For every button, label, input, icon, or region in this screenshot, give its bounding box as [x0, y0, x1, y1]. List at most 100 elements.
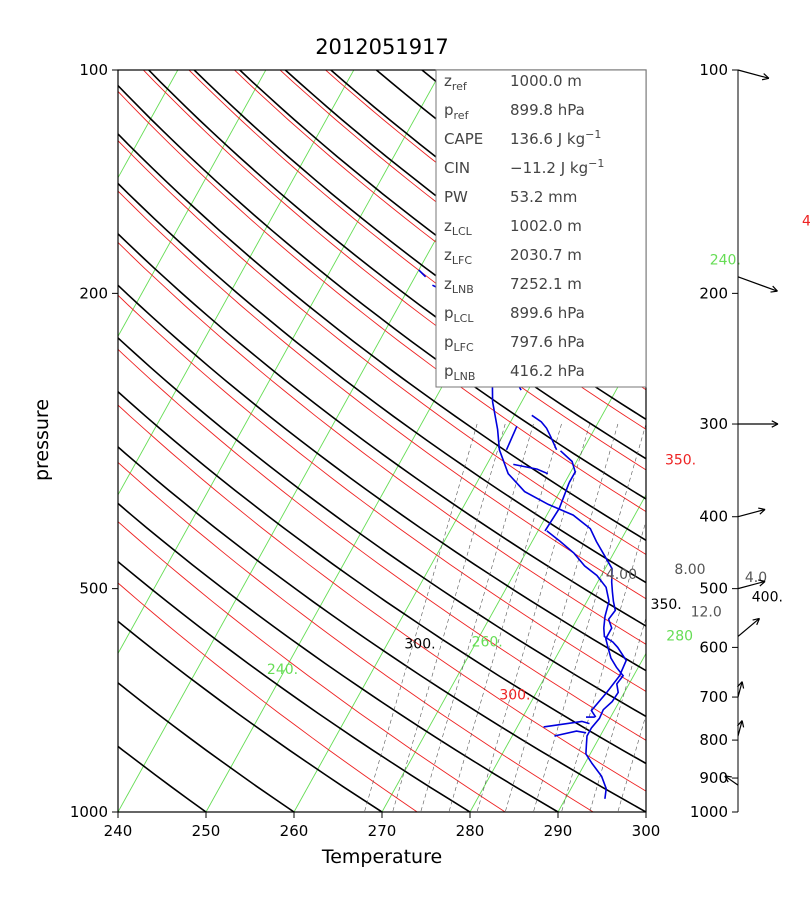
contour-label: 300. [404, 636, 435, 652]
wind-tick-label: 1000 [690, 803, 728, 821]
dry-adiabat [118, 560, 471, 812]
contour-label: 4.00 [606, 567, 637, 583]
isotherm [118, 70, 179, 179]
wind-arrowhead [752, 617, 760, 621]
chart-title: 2012051917 [315, 35, 449, 59]
mixing-ratio-line [533, 423, 646, 812]
wind-arrowhead [737, 681, 743, 688]
isotherm [381, 335, 646, 812]
dewpoint-profile-segment [531, 414, 558, 451]
info-value: 2030.7 m [510, 246, 582, 264]
info-value: 7252.1 m [510, 275, 582, 293]
wind-arrowhead [761, 77, 770, 81]
mixing-ratio-line [364, 423, 478, 812]
mixing-ratio-line [448, 423, 562, 812]
wind-arrowhead [770, 290, 778, 293]
wind-arrowhead [737, 720, 743, 727]
dewpoint-profile-segment [554, 730, 587, 737]
info-value: 1002.0 m [510, 217, 582, 235]
info-value: 797.6 hPa [510, 333, 585, 351]
wind-tick-label: 500 [699, 580, 728, 598]
info-value: 416.2 hPa [510, 362, 585, 380]
mixing-ratio-line [420, 423, 534, 812]
y-axis-label: pressure [31, 399, 53, 481]
moist-adiabat [118, 241, 646, 645]
x-tick-label: 240 [104, 822, 133, 840]
moist-adiabat [188, 70, 646, 430]
info-row: CAPE [444, 130, 483, 148]
contour-label: 400. [752, 589, 783, 605]
y-tick-label: 200 [79, 284, 108, 302]
contour-label: 400. [802, 213, 810, 229]
dewpoint-profile-segment [513, 463, 549, 475]
isotherm [645, 811, 646, 812]
dry-adiabat [118, 284, 646, 672]
isotherm [118, 70, 443, 655]
dry-adiabat [118, 182, 646, 584]
dewpoint-profile-segment [559, 450, 577, 484]
dry-adiabat [118, 132, 646, 542]
isotherm [734, 70, 810, 812]
wind-tick-label: 900 [699, 769, 728, 787]
info-row: pLFC [444, 333, 474, 354]
info-row: zLNB [444, 275, 474, 296]
wind-tick-label: 300 [699, 415, 728, 433]
info-row: CIN [444, 159, 470, 177]
wind-arrow [737, 580, 766, 590]
y-tick-label: 1000 [70, 803, 108, 821]
contour-label: 260. [472, 634, 503, 650]
x-tick-label: 290 [544, 822, 573, 840]
wind-tick-label: 800 [699, 731, 728, 749]
dry-adiabat [118, 502, 559, 812]
contour-label: 280 [666, 628, 693, 644]
moist-adiabat [118, 190, 646, 600]
mixing-ratio-line [617, 713, 646, 812]
dry-adiabat [118, 336, 646, 718]
isotherm [557, 652, 646, 812]
wind-arrow [737, 276, 778, 292]
x-tick-label: 260 [280, 822, 309, 840]
y-tick-label: 500 [79, 580, 108, 598]
dry-adiabat [118, 445, 646, 812]
moist-adiabat [118, 294, 646, 692]
wind-arrowhead [763, 73, 770, 79]
dewpoint-profile-segment [590, 627, 628, 718]
moist-adiabat [143, 70, 646, 471]
dewpoint-profile-segment [543, 720, 590, 728]
info-box: zref 1000.0 m pref 899.8 hPa CAPE 136.6 J kg−… [435, 69, 647, 388]
wind-arrow [737, 618, 760, 637]
moist-adiabat [118, 461, 594, 812]
dry-adiabat [118, 681, 295, 812]
info-row: pLNB [444, 362, 475, 383]
dry-adiabat [118, 390, 646, 765]
info-row: pLCL [444, 304, 474, 325]
contour-label: 350. [651, 597, 682, 613]
wind-tick-label: 400 [699, 508, 728, 526]
wind-arrowhead [771, 420, 779, 425]
moist-adiabat [118, 348, 646, 741]
contour-label: 12.0 [691, 604, 722, 620]
x-tick-label: 280 [456, 822, 485, 840]
info-value: 53.2 mm [510, 188, 577, 206]
axes: 240 250 260 270 280 290 300 100 200 500 1000 [70, 61, 661, 840]
x-tick-label: 300 [632, 822, 661, 840]
mixing-ratio-line [476, 423, 590, 812]
dry-adiabat [650, 70, 810, 812]
moist-adiabat [118, 90, 646, 513]
info-row: PW [444, 188, 468, 206]
info-row: zLCL [444, 217, 473, 238]
dewpoint-profile-segment [546, 530, 610, 629]
dewpoint-profile-segment [544, 482, 570, 532]
dewpoint-profile-segment [432, 284, 437, 288]
info-value: 899.6 hPa [510, 304, 585, 322]
dry-adiabat [193, 70, 646, 421]
isotherm [469, 493, 646, 812]
wind-arrowhead [741, 720, 745, 728]
dry-adiabat [284, 70, 646, 345]
wind-profile: 100 200 300 400 500 600 700 800 900 1000 [690, 61, 779, 821]
moist-adiabat [118, 404, 646, 792]
mixing-ratio-line [392, 423, 506, 812]
dewpoint-profile-segment [418, 269, 427, 278]
moist-adiabat [234, 70, 646, 391]
contour-label: 350. [665, 452, 696, 468]
